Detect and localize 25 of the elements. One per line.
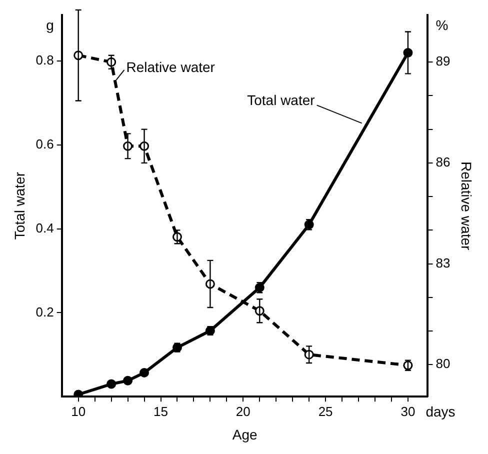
y-tick-label: 0.8 bbox=[36, 52, 54, 68]
annotation: Total water bbox=[247, 92, 316, 108]
annotation: Relative water bbox=[126, 58, 216, 75]
x-tick-label: 10 bbox=[71, 404, 86, 419]
y2-tick-label: 83 bbox=[436, 255, 450, 270]
x-tick-label: 25 bbox=[318, 404, 333, 419]
x-tick-label: 20 bbox=[236, 404, 250, 419]
point bbox=[74, 390, 84, 397]
y-tick-label: 0.4 bbox=[36, 220, 54, 236]
y-axis-title: Total water bbox=[11, 172, 28, 240]
point bbox=[123, 376, 133, 386]
y2-tick-label: 89 bbox=[436, 54, 450, 69]
y2-tick-label: 80 bbox=[436, 356, 450, 372]
y2-tick-label: 86 bbox=[436, 154, 450, 170]
y-tick-label: 0.6 bbox=[36, 136, 54, 152]
x-tick-label: 15 bbox=[154, 404, 168, 419]
text: days bbox=[426, 403, 456, 420]
point bbox=[140, 368, 150, 378]
point bbox=[106, 379, 116, 389]
y-tick-label: 0.2 bbox=[36, 304, 54, 320]
x-axis-title: Age bbox=[232, 426, 258, 442]
x-tick-label: 30 bbox=[400, 404, 416, 419]
text: % bbox=[436, 16, 448, 33]
text: g bbox=[46, 16, 54, 33]
y2-axis-title: Relative water bbox=[458, 161, 475, 250]
